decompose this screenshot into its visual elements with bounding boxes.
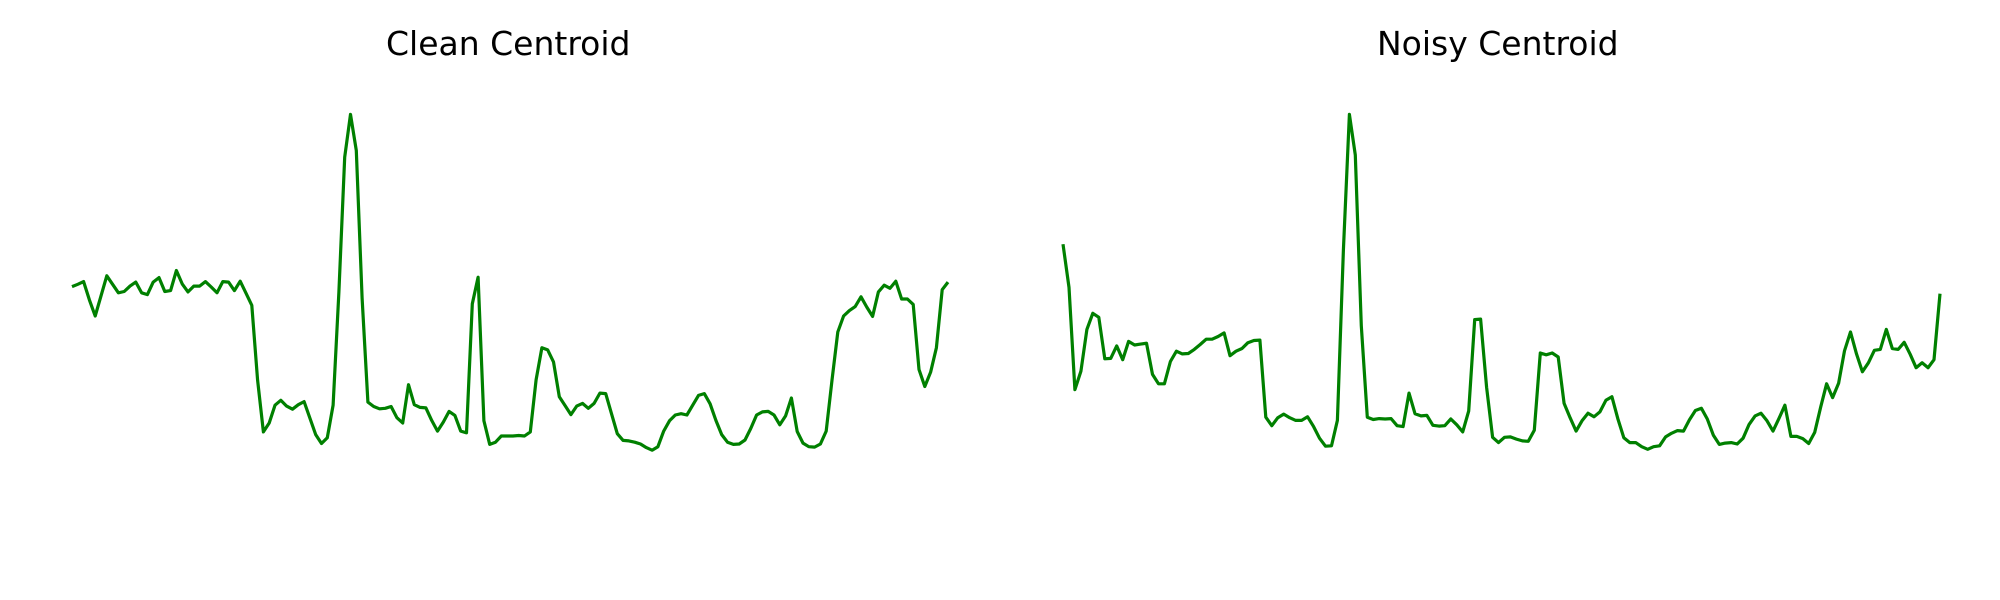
chart-panel-noisy: Noisy Centroid xyxy=(1000,0,2000,600)
chart-panel-clean: Clean Centroid xyxy=(71,24,950,452)
series-line-0 xyxy=(71,112,950,452)
series-line-0 xyxy=(1061,112,1942,451)
chart-title: Noisy Centroid xyxy=(1377,24,1619,63)
chart-title: Clean Centroid xyxy=(386,24,631,63)
plot-area xyxy=(71,112,950,452)
plot-area xyxy=(1061,112,1942,451)
